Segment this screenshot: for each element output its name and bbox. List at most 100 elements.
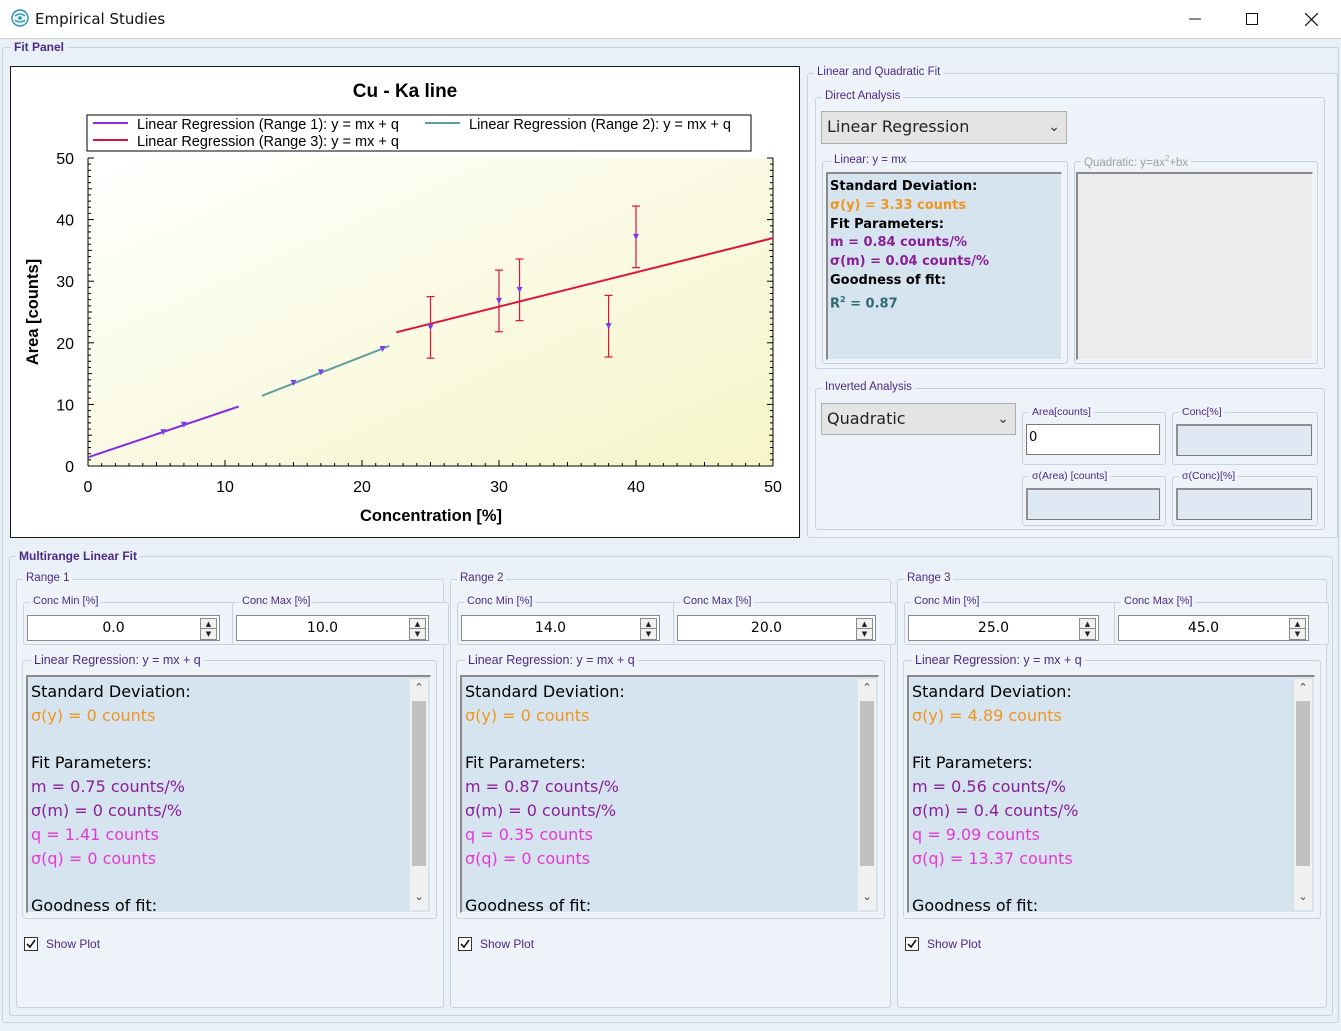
sigma-area-output <box>1026 488 1160 520</box>
area-counts-label: Area[counts] <box>1029 406 1094 418</box>
regression-label: Linear Regression: y = mx + q <box>31 653 204 667</box>
spin-up-icon[interactable]: ▲ <box>201 619 216 629</box>
chevron-down-icon[interactable]: ⌄ <box>1298 891 1308 903</box>
conc-max-value: 10.0 <box>306 620 339 636</box>
results-text: Standard Deviation: σ(y) = 0 counts Fit … <box>462 677 878 912</box>
scrollbar-thumb[interactable] <box>412 701 426 866</box>
spin-down-icon[interactable]: ▼ <box>1294 630 1301 638</box>
conc-min-value: 14.0 <box>534 620 567 636</box>
chevron-up-icon[interactable]: ⌃ <box>1298 682 1308 694</box>
chart-title: Cu - Ka line <box>353 81 458 102</box>
scrollbar-thumb[interactable] <box>1296 701 1310 866</box>
range-1-conc-max-spinner[interactable]: 10.0 ▲ ▼ <box>236 615 429 641</box>
sigma-y-value: σ(y) = 3.33 counts <box>830 197 967 213</box>
direct-analysis-dropdown[interactable]: Linear Regression ⌄ <box>821 111 1067 144</box>
spinner-buttons[interactable]: ▲ ▼ <box>409 618 426 640</box>
spin-down-icon[interactable]: ▼ <box>645 630 652 638</box>
spinner-buttons[interactable]: ▲ ▼ <box>640 618 657 640</box>
range-2-conc-min-spinner[interactable]: 14.0 ▲ ▼ <box>461 615 660 641</box>
spin-down-icon[interactable]: ▼ <box>205 630 212 638</box>
vertical-scrollbar[interactable]: ⌃ ⌄ <box>1294 679 1312 910</box>
spin-down-icon[interactable]: ▼ <box>414 630 421 638</box>
multirange-group: Multirange Linear Fit <box>9 549 1333 1016</box>
chevron-up-icon[interactable]: ⌃ <box>862 682 872 694</box>
spin-up-icon[interactable]: ▲ <box>857 619 872 629</box>
spinner-buttons[interactable]: ▲ ▼ <box>1289 618 1306 640</box>
y-tick-label: 20 <box>56 336 74 353</box>
gof-title: Goodness of fit: <box>830 272 947 288</box>
close-icon <box>1304 12 1318 26</box>
chart-legend: Linear Regression (Range 1): y = mx + q … <box>86 114 752 152</box>
sd-title: Standard Deviation: <box>31 682 191 701</box>
legend-item-range3: Linear Regression (Range 3): y = mx + q <box>137 134 399 150</box>
m-value: m = 0.75 counts/% <box>31 777 185 797</box>
y-axis-label: Area [counts] <box>24 259 42 365</box>
range-3-conc-max-spinner[interactable]: 45.0 ▲ ▼ <box>1118 615 1309 641</box>
conc-max-label: Conc Max [%] <box>680 595 755 607</box>
spin-up-icon[interactable]: ▲ <box>1080 619 1095 629</box>
inverted-analysis-dropdown[interactable]: Quadratic ⌄ <box>821 403 1016 435</box>
maximize-button[interactable] <box>1223 0 1281 38</box>
y-tick-label: 10 <box>56 397 74 414</box>
spin-up-icon[interactable]: ▲ <box>641 619 656 629</box>
sigma-q-value: σ(q) = 13.37 counts <box>912 848 1073 868</box>
spin-up-icon[interactable]: ▲ <box>1290 619 1305 629</box>
spinner-buttons[interactable]: ▲ ▼ <box>1079 618 1096 640</box>
show-plot-label[interactable]: Show Plot <box>480 937 535 951</box>
spin-down-icon[interactable]: ▼ <box>1084 630 1091 638</box>
spinner-buttons[interactable]: ▲ ▼ <box>856 618 873 640</box>
spinner-buttons[interactable]: ▲ ▼ <box>200 618 217 640</box>
range-3-show-plot-checkbox[interactable] <box>905 937 919 951</box>
data-point <box>317 369 324 376</box>
show-plot-label[interactable]: Show Plot <box>927 937 982 951</box>
linear-results-panel: Standard Deviation: σ(y) = 3.33 counts F… <box>826 172 1062 360</box>
sd-title: Standard Deviation: <box>830 179 978 194</box>
range-2-results-panel[interactable]: Standard Deviation: σ(y) = 0 counts Fit … <box>460 675 879 913</box>
range-1-results-panel[interactable]: Standard Deviation: σ(y) = 0 counts Fit … <box>26 675 431 913</box>
sigma-m-value: σ(m) = 0 counts/% <box>31 800 183 820</box>
vertical-scrollbar[interactable]: ⌃ ⌄ <box>410 679 428 910</box>
gof-title: Goodness of fit: <box>912 896 1039 913</box>
range-3-results-panel[interactable]: Standard Deviation: σ(y) = 4.89 counts F… <box>907 675 1315 913</box>
sigma-y-value: σ(y) = 4.89 counts <box>912 705 1062 725</box>
m-value: m = 0.87 counts/% <box>465 777 619 797</box>
chevron-up-icon[interactable]: ⌃ <box>414 682 424 694</box>
show-plot-label[interactable]: Show Plot <box>46 937 101 951</box>
spin-down-icon[interactable]: ▼ <box>861 630 868 638</box>
chevron-down-icon[interactable]: ⌄ <box>414 891 424 903</box>
minimize-button[interactable] <box>1166 0 1224 38</box>
gof-title: Goodness of fit: <box>31 896 158 913</box>
x-tick-label: 20 <box>353 479 371 496</box>
sigma-m-value: σ(m) = 0 counts/% <box>465 800 617 820</box>
fit-panel-label: Fit Panel <box>11 40 68 54</box>
area-counts-input[interactable]: 0 <box>1026 424 1160 455</box>
title-bar: Empirical Studies <box>0 0 1341 39</box>
range-1-conc-min-spinner[interactable]: 0.0 ▲ ▼ <box>27 615 220 641</box>
range-3-conc-min-spinner[interactable]: 25.0 ▲ ▼ <box>908 615 1099 641</box>
spin-up-icon[interactable]: ▲ <box>410 619 425 629</box>
regression-line-3 <box>396 237 774 334</box>
scrollbar-thumb[interactable] <box>860 701 874 866</box>
conc-min-label: Conc Min [%] <box>464 595 536 607</box>
conc-max-label: Conc Max [%] <box>239 595 314 607</box>
window-title: Empirical Studies <box>35 10 166 28</box>
x-tick-label: 30 <box>490 479 508 496</box>
close-button[interactable] <box>1282 0 1340 38</box>
direct-analysis-label: Direct Analysis <box>822 90 904 102</box>
x-tick-label: 40 <box>627 479 645 496</box>
chevron-down-icon: ⌄ <box>997 411 1009 427</box>
chevron-down-icon[interactable]: ⌄ <box>862 891 872 903</box>
range-1-show-plot-checkbox[interactable] <box>24 937 38 951</box>
conc-min-label: Conc Min [%] <box>30 595 102 607</box>
sigma-y-value: σ(y) = 0 counts <box>465 705 590 725</box>
data-point <box>516 286 523 293</box>
conc-min-value: 0.0 <box>102 620 125 636</box>
linear-label: Linear: y = mx <box>831 154 910 166</box>
conc-min-label: Conc Min [%] <box>911 595 983 607</box>
x-tick-label: 0 <box>84 479 93 496</box>
range-2-show-plot-checkbox[interactable] <box>458 937 472 951</box>
q-value: q = 0.35 counts <box>465 824 593 844</box>
vertical-scrollbar[interactable]: ⌃ ⌄ <box>858 679 876 910</box>
y-tick-label: 40 <box>56 213 74 230</box>
range-2-conc-max-spinner[interactable]: 20.0 ▲ ▼ <box>677 615 876 641</box>
